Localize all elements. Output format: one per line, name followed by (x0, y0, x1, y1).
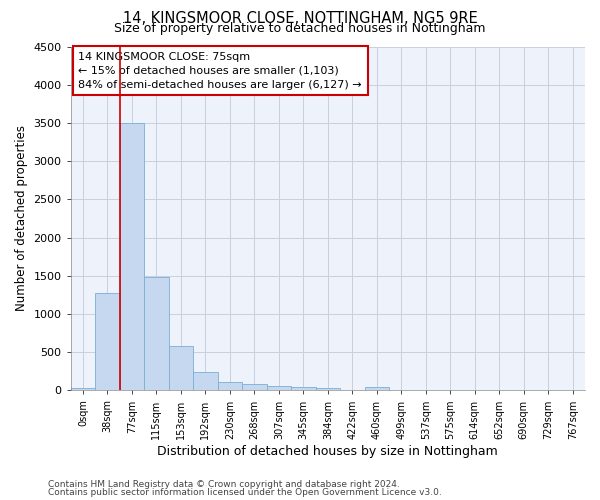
Bar (291, 388, 316, 390)
Bar (242, 384, 266, 390)
Bar (218, 382, 242, 390)
Bar (365, 388, 389, 390)
Bar (71, 388, 95, 390)
Y-axis label: Number of detached properties: Number of detached properties (15, 126, 28, 312)
Text: Contains public sector information licensed under the Open Government Licence v3: Contains public sector information licen… (48, 488, 442, 497)
Text: Contains HM Land Registry data © Crown copyright and database right 2024.: Contains HM Land Registry data © Crown c… (48, 480, 400, 489)
Text: 14, KINGSMOOR CLOSE, NOTTINGHAM, NG5 9RE: 14, KINGSMOOR CLOSE, NOTTINGHAM, NG5 9RE (122, 11, 478, 26)
Bar (193, 372, 218, 390)
Bar (316, 388, 340, 390)
Text: Size of property relative to detached houses in Nottingham: Size of property relative to detached ho… (114, 22, 486, 35)
Bar (95, 294, 119, 390)
Bar (119, 123, 144, 390)
Bar (169, 346, 193, 391)
Bar (144, 278, 169, 390)
X-axis label: Distribution of detached houses by size in Nottingham: Distribution of detached houses by size … (157, 444, 498, 458)
Text: 14 KINGSMOOR CLOSE: 75sqm
← 15% of detached houses are smaller (1,103)
84% of se: 14 KINGSMOOR CLOSE: 75sqm ← 15% of detac… (79, 52, 362, 90)
Bar (266, 386, 291, 390)
